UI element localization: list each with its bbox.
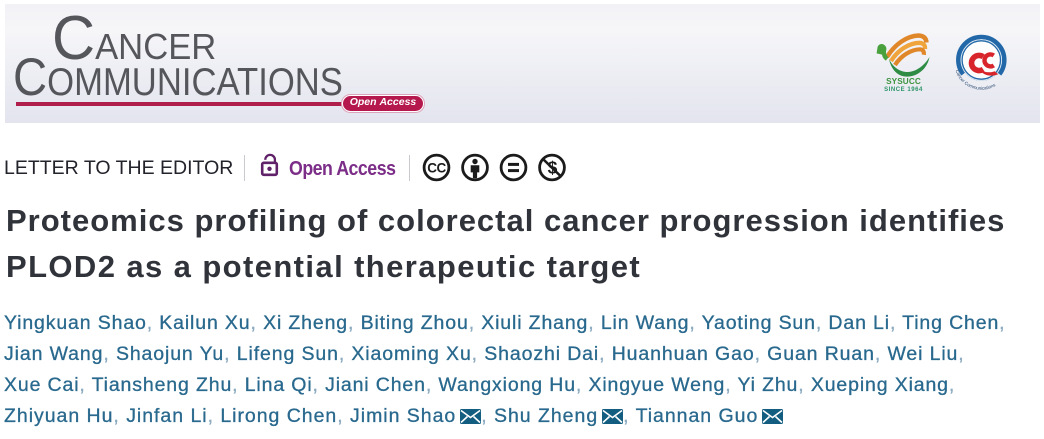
svg-text:SYSUCC: SYSUCC [886, 77, 921, 86]
svg-text:CC: CC [427, 160, 446, 175]
svg-text:SINCE 1964: SINCE 1964 [884, 87, 923, 93]
